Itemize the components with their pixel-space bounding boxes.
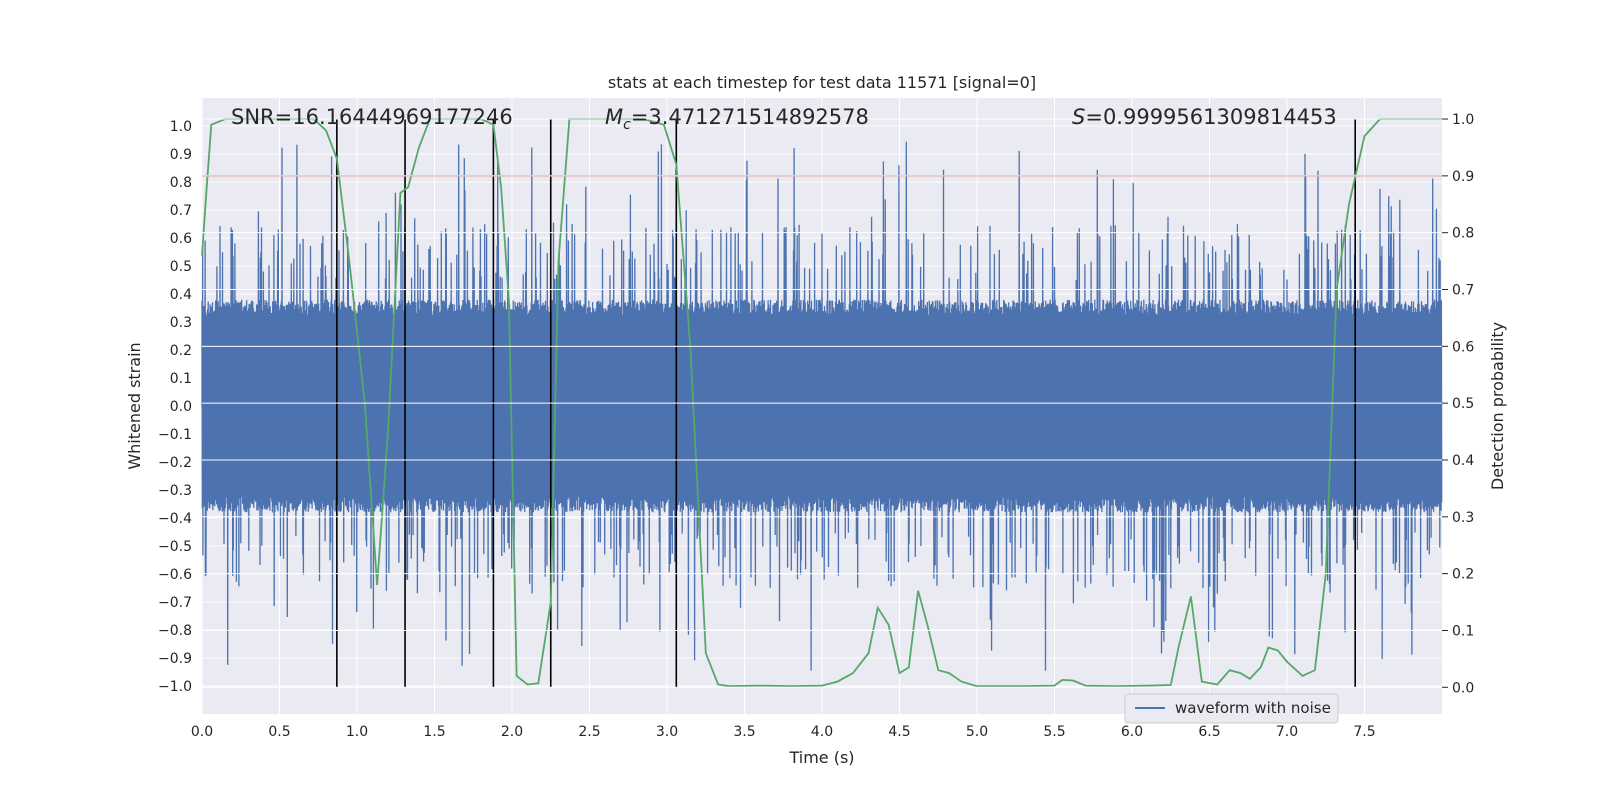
x-tick-label: 4.0 <box>811 724 833 740</box>
x-tick-label: 4.5 <box>888 724 910 740</box>
x-tick-label: 5.5 <box>1043 724 1065 740</box>
y-tick-label: 0.0 <box>170 399 192 415</box>
y2-ticks: 0.0 0.1 0.2 0.3 0.4 0.5 0.6 0.7 0.8 0.9 1.0 <box>1442 112 1474 696</box>
chart-title: stats at each timestep for test data 115… <box>608 73 1036 92</box>
x-tick-label: 2.0 <box>501 724 523 740</box>
y-tick-label: 0.7 <box>170 203 192 219</box>
x-tick-label: 0.0 <box>191 724 213 740</box>
x-ticks: 0.0 0.5 1.0 1.5 2.0 2.5 3.0 3.5 4.0 4.5 5.0 5.5 6.0 6… <box>191 724 1376 740</box>
y-tick-label: 0.6 <box>170 231 192 247</box>
y-tick-label: −0.6 <box>158 567 192 583</box>
grid-horizontal-secondary <box>202 118 1442 688</box>
y-tick-label: 0.2 <box>170 343 192 359</box>
y-tick-label: −0.7 <box>158 595 192 611</box>
y-tick-label: −0.5 <box>158 539 192 555</box>
y-tick-label: 0.8 <box>170 175 192 191</box>
y-tick-label: 0.5 <box>170 259 192 275</box>
y-ticks: −1.0 −0.9 −0.8 −0.7 −0.6 −0.5 −0.4 −0.3 −0.2 −0.1… <box>158 119 192 695</box>
chirp-mass-annotation: Mc=3.471271514892578 <box>605 105 869 133</box>
x-tick-label: 3.5 <box>733 724 755 740</box>
x-tick-label: 6.0 <box>1121 724 1143 740</box>
snr-annotation: SNR=16.16444969177246 <box>231 105 513 129</box>
y2-tick-label: 0.5 <box>1452 396 1474 412</box>
probability-series <box>201 118 1442 688</box>
x-tick-label: 7.5 <box>1353 724 1375 740</box>
y2-tick-label: 0.2 <box>1452 567 1474 583</box>
y-tick-label: 0.9 <box>170 147 192 163</box>
waveform-line <box>201 141 1443 671</box>
y2-tick-label: 0.0 <box>1452 680 1474 696</box>
y2-tick-label: 0.7 <box>1452 283 1474 299</box>
y-tick-label: −0.3 <box>158 483 192 499</box>
probability-line <box>201 118 1442 688</box>
x-tick-label: 3.0 <box>656 724 678 740</box>
y-tick-label: −0.2 <box>158 455 192 471</box>
legend-box <box>1124 693 1339 724</box>
y2-tick-label: 0.4 <box>1452 453 1474 469</box>
y2-tick-label: 0.6 <box>1452 339 1474 355</box>
legend: waveform with noise <box>1124 693 1339 724</box>
x-tick-label: 0.5 <box>268 724 290 740</box>
y-tick-label: −0.9 <box>158 651 192 667</box>
y-axis-label: Whitened strain <box>125 342 144 469</box>
legend-entry: waveform with noise <box>1175 699 1331 717</box>
y2-tick-label: 0.1 <box>1452 623 1474 639</box>
s-annotation: S=0.9999561309814453 <box>1072 105 1337 129</box>
y2-tick-label: 0.8 <box>1452 226 1474 242</box>
x-tick-label: 2.5 <box>578 724 600 740</box>
waveform-series <box>201 141 1443 671</box>
x-tick-label: 1.5 <box>423 724 445 740</box>
x-tick-label: 7.0 <box>1276 724 1298 740</box>
y-tick-label: −0.4 <box>158 511 192 527</box>
x-tick-label: 5.0 <box>966 724 988 740</box>
y2-tick-label: 0.9 <box>1452 169 1474 185</box>
x-tick-label: 6.5 <box>1198 724 1220 740</box>
y-tick-label: 0.3 <box>170 315 192 331</box>
y-tick-label: 1.0 <box>170 119 192 135</box>
y-tick-label: −1.0 <box>158 679 192 695</box>
y2-tick-label: 0.3 <box>1452 510 1474 526</box>
y-tick-label: −0.8 <box>158 623 192 639</box>
y-tick-label: 0.4 <box>170 287 192 303</box>
y2-axis-label: Detection probability <box>1488 322 1507 490</box>
x-tick-label: 1.0 <box>346 724 368 740</box>
y-tick-label: −0.1 <box>158 427 192 443</box>
y-tick-label: 0.1 <box>170 371 192 387</box>
y2-tick-label: 1.0 <box>1452 112 1474 128</box>
x-axis-label: Time (s) <box>788 748 854 767</box>
